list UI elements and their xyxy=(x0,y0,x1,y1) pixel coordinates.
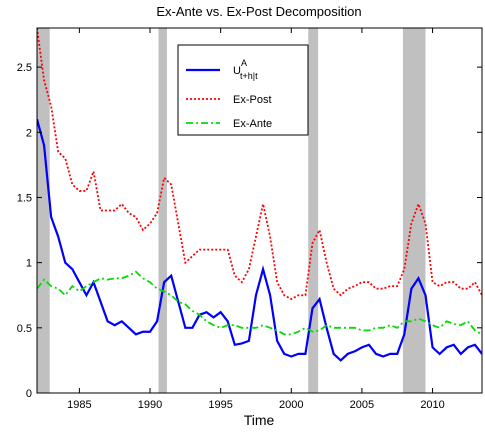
series-line xyxy=(37,28,482,301)
series-line xyxy=(37,270,482,336)
y-tick-label: 1 xyxy=(26,258,32,270)
legend-box xyxy=(177,44,309,136)
series-line xyxy=(37,118,482,362)
chart-title: Ex-Ante vs. Ex-Post Decomposition xyxy=(156,4,361,19)
legend-label: UA t+h|t xyxy=(233,58,258,81)
shaded-band xyxy=(402,28,426,393)
legend-label: Ex-Ante xyxy=(233,118,272,130)
x-axis-label: Time xyxy=(244,412,275,428)
x-tick-label: 2000 xyxy=(279,399,303,411)
shaded-band xyxy=(158,28,167,393)
plot-content xyxy=(37,28,482,393)
y-tick-label: 0 xyxy=(26,388,32,400)
x-tick-label: 1985 xyxy=(67,399,91,411)
y-tick-label: 2 xyxy=(26,127,32,139)
shaded-band xyxy=(37,28,50,393)
x-tick-label: 1990 xyxy=(138,399,162,411)
x-tick-label: 2010 xyxy=(420,399,444,411)
x-tick-label: 1995 xyxy=(208,399,232,411)
y-tick-label: 1.5 xyxy=(17,192,32,204)
shaded-band xyxy=(308,28,319,393)
y-tick-label: 0.5 xyxy=(17,323,32,335)
x-tick-label: 2005 xyxy=(350,399,374,411)
y-tick-label: 2.5 xyxy=(17,62,32,74)
legend-label: Ex-Post xyxy=(233,94,272,106)
axes-box xyxy=(36,27,483,394)
legend-name: U xyxy=(233,65,241,77)
legend-subscript: t+h|t xyxy=(240,71,258,81)
legend-name: Ex-Ante xyxy=(233,118,272,130)
legend-name: Ex-Post xyxy=(233,94,272,106)
legend-superscript: A xyxy=(241,58,247,68)
